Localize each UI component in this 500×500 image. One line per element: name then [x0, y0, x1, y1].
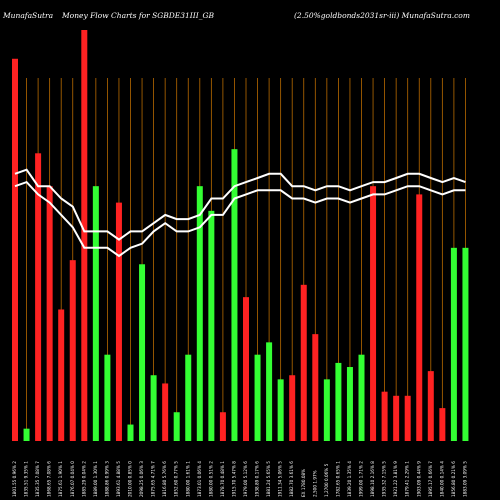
x-tick-label-9: 1893.61 4.88% 5	[116, 461, 121, 497]
bar-13	[162, 383, 169, 441]
x-tick-label-23: 1911.34 5.06% 5	[278, 461, 283, 497]
x-tick-label-29: 1839.20 1.35% 4	[347, 461, 352, 497]
bar-35	[416, 194, 423, 441]
bar-16	[196, 186, 203, 441]
x-tick-label-22: 1881.24 5.65% 5	[266, 461, 271, 497]
bars	[12, 30, 469, 442]
x-tick-label-39: 1883.09 3.09% 5	[463, 461, 468, 497]
x-tick-label-17: 1880.00 0.51% 2	[208, 461, 213, 497]
bar-4	[58, 309, 65, 441]
chart-subtitle: (2.50%goldbonds2031sr-iii) MunafaSutra.c…	[294, 11, 470, 20]
bar-11	[139, 264, 146, 441]
x-tick-label-32: 1935.32 7.15% 5	[382, 461, 387, 497]
x-tick-label-27: 1,2700 0.06% 5	[324, 463, 329, 497]
x-tick-label-3: 1868.65 7.08% 6	[47, 461, 52, 497]
x-tick-label-0: 1801.55 0.96% 2	[12, 461, 17, 497]
bar-25	[300, 284, 307, 441]
x-tick-label-18: 1878.70 0.48% 1	[220, 461, 225, 497]
x-tick-label-11: 2098.25 0.06% 3	[139, 461, 144, 497]
bar-9	[115, 202, 122, 441]
x-tick-label-7: 1889.00 1.30% 1	[93, 461, 98, 497]
x-tick-label-14: 1852.60 0.77% 5	[174, 461, 179, 497]
x-tick-label-10: 2010.00 0.85% 0	[128, 461, 133, 497]
x-tick-label-5: 1876.07 0.04% 0	[70, 461, 75, 497]
bar-6	[81, 30, 88, 441]
bar-39	[462, 247, 469, 441]
bar-37	[439, 408, 446, 441]
bar-28	[335, 362, 342, 441]
x-tick-label-31: 1898.10 2.16% 8	[370, 461, 375, 497]
flow-lines	[14, 168, 466, 258]
bar-36	[427, 371, 434, 441]
bar-26	[312, 334, 319, 441]
x-tick-label-4: 1875.61 1.90% 1	[58, 461, 63, 497]
bar-24	[289, 375, 296, 441]
x-tick-label-37: 1840.00 0.14% 4	[439, 461, 444, 497]
x-axis-labels: 1801.55 0.96% 2 1835.51 9.35% 1 1835.35 7.…	[12, 461, 468, 497]
bar-21	[254, 354, 261, 441]
bar-12	[150, 375, 157, 441]
x-tick-label-2: 1835.35 7.08% 7	[35, 461, 40, 497]
bar-1	[23, 428, 30, 441]
bar-0	[12, 58, 18, 442]
x-tick-label-19: 1915.70 5.47% 8	[232, 461, 237, 497]
x-tick-label-8: 1888.86 0.99% 3	[104, 461, 109, 497]
bar-20	[243, 297, 249, 441]
bar-8	[104, 354, 111, 441]
bar-7	[92, 186, 99, 441]
bar-32	[381, 391, 388, 441]
bar-30	[358, 354, 365, 441]
bar-29	[346, 367, 353, 441]
x-tick-label-30: 1999.00 1.71% 2	[359, 461, 364, 497]
x-tick-label-16: 1873.01 0.06% 4	[197, 461, 202, 497]
bar-31	[370, 186, 377, 441]
bar-17	[208, 210, 215, 441]
x-tick-label-1: 1835.51 9.35% 1	[24, 461, 29, 497]
x-tick-label-38: 1856.80 0.21% 6	[451, 461, 456, 497]
flow-line-1	[14, 180, 466, 258]
flow-line-0	[14, 168, 466, 241]
x-tick-label-35: 1903.09 0.44% 9	[416, 461, 421, 497]
x-tick-label-6: 1885.29 0.04% 2	[81, 461, 86, 497]
x-tick-label-28: 1782.65 0.65% 1	[335, 461, 340, 497]
x-tick-label-36: 1895.17 0.66% 7	[428, 461, 433, 497]
chart-site-label: MunafaSutra	[2, 11, 53, 20]
bar-5	[69, 260, 76, 441]
x-tick-label-33: 1921.22 3.81% 9	[393, 461, 398, 497]
x-tick-label-21: 1938.89 0.17% 6	[255, 461, 260, 497]
bar-18	[219, 412, 226, 441]
x-tick-label-24: 1882.70 3.61% 6	[289, 461, 294, 497]
x-tick-label-26: 2,500 1.97%	[312, 470, 317, 497]
bar-10	[127, 424, 134, 441]
bar-15	[185, 354, 192, 441]
bar-27	[323, 379, 330, 441]
x-tick-label-34: 1879.41 2.29% 1	[405, 461, 410, 497]
x-tick-label-25: EX 1780.08%	[301, 469, 306, 497]
x-tick-label-20: 1979.00 5.12% 6	[243, 461, 248, 497]
bar-34	[404, 395, 411, 441]
x-tick-label-15: 1880.00 1.61% 1	[185, 461, 190, 497]
bar-19	[231, 149, 238, 441]
chart-title: Money Flow Charts for SGBDE31III_GB	[61, 11, 214, 20]
x-tick-label-13: 1816.80 5.76% 6	[162, 461, 167, 497]
bar-14	[173, 412, 180, 441]
x-tick-label-12: 1875.65 4.71% 7	[151, 461, 156, 497]
bar-38	[450, 247, 457, 441]
bar-23	[277, 379, 284, 441]
bar-2	[35, 153, 42, 442]
bar-33	[393, 395, 400, 441]
bar-3	[46, 186, 53, 441]
bar-22	[266, 342, 273, 441]
